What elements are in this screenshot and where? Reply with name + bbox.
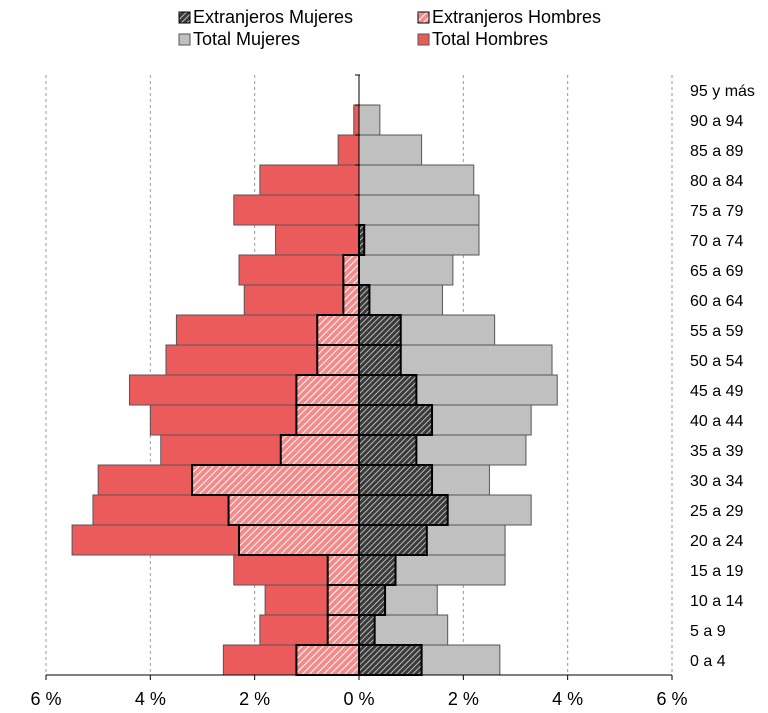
bar-extranjeros-hombres — [326, 614, 361, 646]
bar-total-mujeres — [358, 194, 480, 226]
bar-extranjeros-hombres — [238, 524, 360, 556]
labels: 6 % 4 % 2 % 0 % 2 % 4 % 6 % 0 a 4 5 a 9 10 a 14 15… — [30, 83, 754, 709]
bar-extranjeros-hombres — [326, 554, 361, 586]
bar-total-mujeres — [358, 104, 381, 136]
age-group-label: 0 a 4 — [690, 653, 726, 670]
bar-total-mujeres — [358, 284, 443, 316]
x-tick-label: 2 % — [239, 689, 270, 709]
legend: Extranjeros Mujeres Extranjeros Hombres … — [178, 7, 601, 49]
age-group-label: 35 a 39 — [690, 443, 743, 460]
bar-extranjeros-mujeres — [358, 314, 402, 346]
bar-extranjeros-hombres — [295, 644, 360, 676]
bar-total-mujeres — [358, 254, 454, 286]
bar-extranjeros-hombres — [279, 434, 360, 466]
legend-swatch-extranjeros-mujeres — [178, 11, 191, 24]
bar-extranjeros-mujeres — [358, 344, 402, 376]
bar-extranjeros-mujeres — [358, 464, 434, 496]
bar-total-hombres — [275, 224, 360, 256]
bar-extranjeros-mujeres — [358, 614, 376, 646]
legend-item-total-mujeres: Total Mujeres — [178, 29, 300, 49]
bar-extranjeros-hombres — [227, 494, 360, 526]
age-group-label: 60 a 64 — [690, 293, 743, 310]
legend-item-extranjeros-mujeres: Extranjeros Mujeres — [178, 7, 353, 27]
age-group-label: 70 a 74 — [690, 233, 743, 250]
legend-item-extranjeros-hombres: Extranjeros Hombres — [417, 7, 601, 27]
bar-extranjeros-mujeres — [358, 404, 434, 436]
bar-extranjeros-hombres — [326, 584, 361, 616]
legend-swatch-extranjeros-hombres — [417, 11, 430, 24]
bar-total-mujeres — [358, 164, 475, 196]
bar-total-hombres — [233, 194, 360, 226]
bar-extranjeros-mujeres — [358, 224, 366, 256]
x-tick-label: 2 % — [448, 689, 479, 709]
bar-extranjeros-mujeres — [358, 434, 418, 466]
bar-total-hombres — [259, 164, 360, 196]
legend-swatch-total-hombres — [417, 33, 430, 46]
x-tick-label: 0 % — [343, 689, 374, 709]
age-group-label: 80 a 84 — [690, 173, 743, 190]
age-group-label: 10 a 14 — [690, 593, 743, 610]
age-group-label: 5 a 9 — [690, 623, 726, 640]
age-group-label: 20 a 24 — [690, 533, 743, 550]
bar-extranjeros-hombres — [295, 374, 360, 406]
bar-extranjeros-mujeres — [358, 554, 397, 586]
age-group-label: 15 a 19 — [690, 563, 743, 580]
x-tick-label: 6 % — [656, 689, 687, 709]
legend-item-total-hombres: Total Hombres — [417, 29, 548, 49]
bar-total-hombres — [238, 254, 360, 286]
bar-extranjeros-mujeres — [358, 524, 428, 556]
age-group-label: 45 a 49 — [690, 383, 743, 400]
age-group-label: 75 a 79 — [690, 203, 743, 220]
bar-total-hombres — [353, 104, 360, 136]
bar-extranjeros-mujeres — [358, 584, 387, 616]
age-group-label: 50 a 54 — [690, 353, 743, 370]
legend-label-total-mujeres: Total Mujeres — [193, 29, 300, 49]
x-tick-label: 6 % — [30, 689, 61, 709]
bar-extranjeros-mujeres — [358, 644, 423, 676]
bar-extranjeros-hombres — [342, 284, 361, 316]
legend-swatch-total-mujeres — [178, 33, 191, 46]
bars — [71, 104, 558, 676]
age-group-label: 65 a 69 — [690, 263, 743, 280]
x-tick-label: 4 % — [552, 689, 583, 709]
bar-extranjeros-hombres — [191, 464, 360, 496]
age-group-label: 25 a 29 — [690, 503, 743, 520]
bar-extranjeros-hombres — [316, 344, 360, 376]
age-group-label: 30 a 34 — [690, 473, 743, 490]
bar-extranjeros-hombres — [316, 314, 360, 346]
bar-total-mujeres — [358, 134, 423, 166]
age-group-label: 40 a 44 — [690, 413, 743, 430]
age-group-label: 85 a 89 — [690, 143, 743, 160]
age-group-label: 90 a 94 — [690, 113, 743, 130]
x-tick-label: 4 % — [135, 689, 166, 709]
bar-total-hombres — [337, 134, 360, 166]
age-group-label: 95 y más — [690, 83, 755, 100]
bar-total-mujeres — [358, 224, 480, 256]
bar-extranjeros-hombres — [342, 254, 361, 286]
bar-extranjeros-mujeres — [358, 374, 418, 406]
age-group-label: 55 a 59 — [690, 323, 743, 340]
bar-total-hombres — [243, 284, 360, 316]
legend-label-extranjeros-hombres: Extranjeros Hombres — [432, 7, 601, 27]
bar-extranjeros-mujeres — [358, 494, 449, 526]
legend-label-extranjeros-mujeres: Extranjeros Mujeres — [193, 7, 353, 27]
legend-label-total-hombres: Total Hombres — [432, 29, 548, 49]
bar-extranjeros-mujeres — [358, 284, 371, 316]
bar-extranjeros-hombres — [295, 404, 360, 436]
axes — [45, 74, 673, 680]
